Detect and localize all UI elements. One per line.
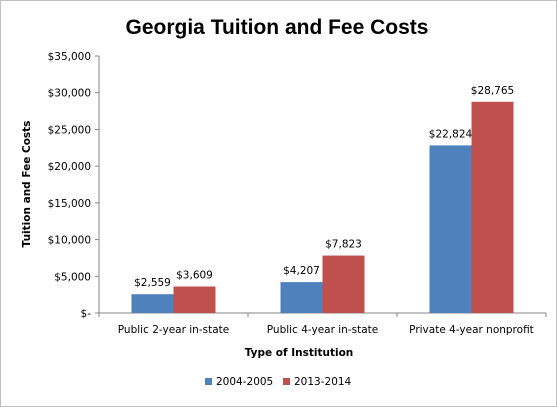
y-tick-label: $5,000: [54, 271, 91, 283]
y-tick-label: $30,000: [48, 88, 91, 100]
legend-swatch: [205, 378, 212, 385]
x-axis: Public 2-year in-state Public 4-year in-s…: [98, 312, 547, 336]
data-label: $28,765: [471, 85, 514, 97]
data-label: $22,824: [429, 128, 473, 140]
x-category-label: Private 4-year nonprofit: [409, 324, 534, 336]
bar-2004-2005-public-4-year-in-state: [280, 282, 323, 313]
y-axis-title: Tuition and Fee Costs: [21, 121, 33, 248]
data-labels: $2,559 $4,207 $22,824 $3,609 $7,823 $28,765: [134, 85, 514, 289]
data-label: $4,207: [283, 265, 320, 277]
legend-label: 2004-2005: [216, 376, 273, 388]
x-category-label: Public 4-year in-state: [267, 324, 378, 336]
bar-2013-2014-private-4-year-nonprofit: [471, 101, 514, 313]
bar-2013-2014-public-2-year-in-state: [173, 286, 216, 313]
bar-2013-2014-public-4-year-in-state: [322, 255, 365, 313]
x-category-label: Public 2-year in-state: [118, 324, 229, 336]
data-label: $2,559: [134, 277, 171, 289]
chart-title: Georgia Tuition and Fee Costs: [126, 16, 429, 39]
y-tick-label: $10,000: [48, 235, 91, 247]
data-label: $7,823: [325, 239, 362, 251]
y-tick-label: $20,000: [48, 161, 91, 173]
y-axis: $- $5,000 $10,000 $15,000 $20,000 $25,000 $30,…: [48, 51, 100, 320]
bars: [131, 101, 514, 313]
y-tick-label: $25,000: [48, 124, 91, 136]
y-tick-label: $15,000: [48, 198, 91, 210]
y-tick-label: $35,000: [48, 51, 91, 63]
bar-2004-2005-private-4-year-nonprofit: [429, 145, 472, 313]
bar-2004-2005-public-2-year-in-state: [131, 294, 174, 313]
x-axis-title: Type of Institution: [245, 347, 354, 359]
y-tick-label: $-: [81, 308, 92, 320]
data-label: $3,609: [176, 269, 213, 281]
legend-label: 2013-2014: [294, 376, 352, 388]
legend: 2004-2005 2013-2014: [205, 376, 352, 388]
legend-swatch: [283, 378, 290, 385]
